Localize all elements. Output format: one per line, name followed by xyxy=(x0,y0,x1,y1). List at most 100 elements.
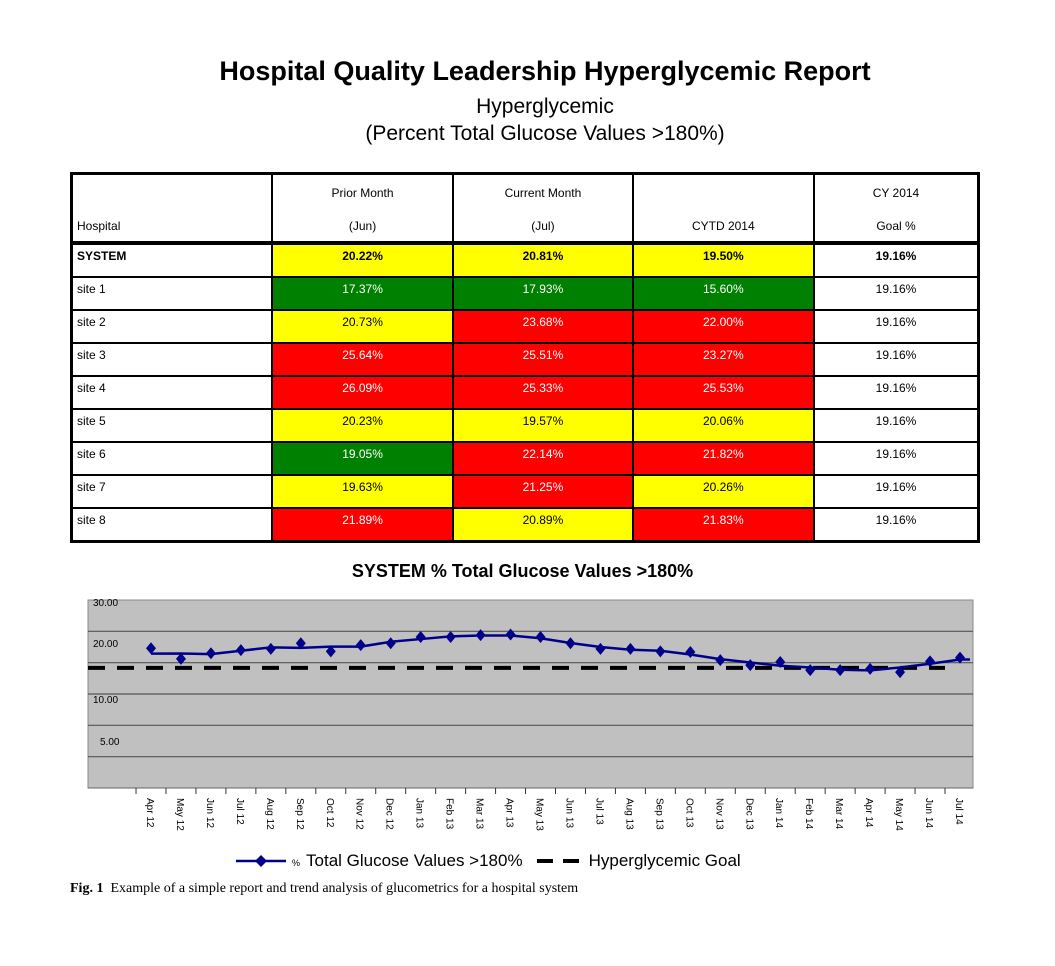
report-title: Hospital Quality Leadership Hyperglycemi… xyxy=(219,56,871,86)
current-month-value: 20.81% xyxy=(452,242,634,278)
data-point xyxy=(355,639,366,652)
header-line2: Hospital xyxy=(77,219,121,233)
y-tick-label: 30.00 xyxy=(93,598,118,609)
cytd-value: 22.00% xyxy=(631,309,816,344)
data-point xyxy=(235,644,246,657)
figure-label: Fig. 1 xyxy=(70,881,104,896)
column-header: Hospital xyxy=(70,172,273,245)
x-tick-label: May 14 xyxy=(893,798,904,831)
report-subtitle-metric: (Percent Total Glucose Values >180%) xyxy=(365,122,725,145)
prior-month-value: 20.73% xyxy=(270,309,455,344)
goal-value: 19.16% xyxy=(813,408,980,443)
x-tick-label: Dec 12 xyxy=(384,798,395,830)
current-month-value: 22.14% xyxy=(452,441,634,476)
prior-month-value: 19.05% xyxy=(270,441,455,476)
hospital-name: site 5 xyxy=(70,408,273,443)
header-line2: (Jul) xyxy=(531,219,555,233)
x-tick-label: Apr 14 xyxy=(863,798,874,828)
data-point xyxy=(805,664,816,677)
header-line1: CY 2014 xyxy=(872,186,920,200)
prior-month-value: 21.89% xyxy=(270,507,455,543)
current-month-value: 20.89% xyxy=(452,507,634,543)
header-line1: Prior Month xyxy=(331,186,394,200)
hospital-name: site 8 xyxy=(70,507,273,543)
current-month-value: 23.68% xyxy=(452,309,634,344)
x-tick-label: Sep 12 xyxy=(294,798,305,830)
goal-value: 19.16% xyxy=(813,375,980,410)
x-tick-label: Mar 14 xyxy=(833,798,844,830)
x-tick-label: Aug 13 xyxy=(623,798,634,830)
x-tick-label: Feb 14 xyxy=(803,798,814,830)
column-header: CY 2014 Goal % xyxy=(813,172,980,245)
hospital-name: site 1 xyxy=(70,276,273,311)
data-point xyxy=(925,655,936,668)
cytd-value: 20.06% xyxy=(631,408,816,443)
header-line2: Goal % xyxy=(876,219,916,233)
hospital-name: site 6 xyxy=(70,441,273,476)
x-tick-label: Jul 13 xyxy=(593,798,604,825)
x-tick-label: Nov 12 xyxy=(354,798,365,830)
report-subtitle: Hyperglycemic xyxy=(476,95,614,118)
data-point xyxy=(295,637,306,650)
data-point xyxy=(385,637,396,650)
prior-month-value: 25.64% xyxy=(270,342,455,377)
table-row: site 5 20.23% 19.57% 20.06% 19.16% xyxy=(70,408,980,443)
x-tick-label: Mar 13 xyxy=(474,798,485,830)
prior-month-value: 17.37% xyxy=(270,276,455,311)
prior-month-value: 20.22% xyxy=(270,242,455,278)
current-month-value: 21.25% xyxy=(452,474,634,509)
current-month-value: 17.93% xyxy=(452,276,634,311)
figure-caption-text: Example of a simple report and trend ana… xyxy=(110,881,579,896)
header-line1 xyxy=(77,179,271,208)
table-row: site 2 20.73% 23.68% 22.00% 19.16% xyxy=(70,309,980,344)
table-row: SYSTEM 20.22% 20.81% 19.50% 19.16% xyxy=(70,242,980,278)
data-point xyxy=(745,659,756,672)
data-point xyxy=(565,637,576,650)
goal-legend-icon xyxy=(536,859,583,863)
prior-month-value: 26.09% xyxy=(270,375,455,410)
x-tick-label: Apr 12 xyxy=(144,798,155,828)
data-point xyxy=(146,642,156,655)
x-tick-label: May 12 xyxy=(174,798,185,831)
goal-value: 19.16% xyxy=(813,242,980,278)
prior-month-value: 19.63% xyxy=(270,474,455,509)
chart-title: SYSTEM % Total Glucose Values >180% xyxy=(351,561,694,581)
data-point xyxy=(415,630,426,643)
goal-value: 19.16% xyxy=(813,474,980,509)
hospital-name: site 4 xyxy=(70,375,273,410)
x-tick-label: May 13 xyxy=(534,798,545,831)
data-point xyxy=(625,642,636,655)
x-tick-label: Jan 13 xyxy=(414,798,425,828)
data-point xyxy=(865,662,876,675)
data-point xyxy=(835,664,846,677)
goal-value: 19.16% xyxy=(813,507,980,543)
chart-legend: % Total Glucose Values >180% Hyperglycem… xyxy=(236,851,741,871)
legend-prefix: % xyxy=(292,858,301,868)
table-header-row: Hospital Prior Month (Jun) Current Month (Ju… xyxy=(70,172,980,245)
data-point xyxy=(535,630,546,643)
hospital-name: site 2 xyxy=(70,309,273,344)
column-header: Prior Month (Jun) xyxy=(270,172,455,245)
x-tick-label: Nov 13 xyxy=(713,798,724,830)
data-point xyxy=(895,666,906,679)
data-point xyxy=(655,645,666,658)
hospital-results-table: Hospital Prior Month (Jun) Current Month (Ju… xyxy=(70,172,980,543)
cytd-value: 23.27% xyxy=(631,342,816,377)
y-tick-label: 20.00 xyxy=(93,639,118,650)
data-point xyxy=(265,642,276,655)
header-line2: CYTD 2014 xyxy=(691,219,755,233)
y-tick-label: 5.00 xyxy=(100,737,120,748)
trend-chart: 30.00 20.00 10.00 5.00 Apr 12 May 12 Jun 12 Jul… xyxy=(87,598,974,831)
goal-value: 19.16% xyxy=(813,309,980,344)
x-tick-label: Feb 13 xyxy=(444,798,455,830)
data-point xyxy=(475,629,486,642)
cytd-value: 19.50% xyxy=(631,242,816,278)
x-tick-label: Jun 12 xyxy=(204,798,215,828)
table-row: site 1 17.37% 17.93% 15.60% 19.16% xyxy=(70,276,980,311)
data-point xyxy=(325,645,336,658)
table-row: site 7 19.63% 21.25% 20.26% 19.16% xyxy=(70,474,980,509)
cytd-value: 21.83% xyxy=(631,507,816,543)
current-month-value: 25.33% xyxy=(452,375,634,410)
hospital-name: site 3 xyxy=(70,342,273,377)
